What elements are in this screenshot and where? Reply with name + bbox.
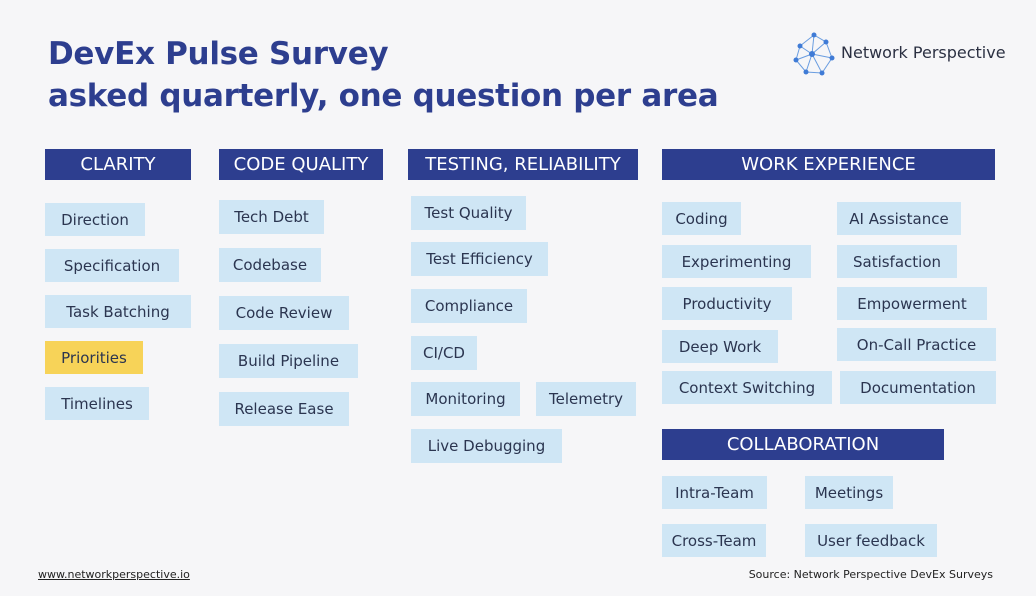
survey-area: Tech Debt	[219, 200, 324, 234]
section-heading: CODE QUALITY	[219, 149, 383, 180]
survey-area: Documentation	[840, 371, 996, 404]
survey-area: Experimenting	[662, 245, 811, 278]
survey-area: Productivity	[662, 287, 792, 320]
survey-area: Release Ease	[219, 392, 349, 426]
survey-area: Context Switching	[662, 371, 832, 404]
brand-logo	[793, 32, 835, 76]
survey-area: Codebase	[219, 248, 321, 282]
survey-area: AI Assistance	[837, 202, 961, 235]
survey-area: Cross-Team	[662, 524, 766, 557]
survey-area: Telemetry	[536, 382, 636, 416]
survey-area: Build Pipeline	[219, 344, 358, 378]
survey-area: Test Quality	[411, 196, 526, 230]
survey-area: Coding	[662, 202, 741, 235]
survey-area: Empowerment	[837, 287, 987, 320]
survey-area: Monitoring	[411, 382, 520, 416]
survey-area: Direction	[45, 203, 145, 236]
survey-area: On-Call Practice	[837, 328, 996, 361]
section-heading: COLLABORATION	[662, 429, 944, 460]
section-heading: CLARITY	[45, 149, 191, 180]
survey-area: Code Review	[219, 296, 349, 330]
survey-area: Task Batching	[45, 295, 191, 328]
survey-area: Priorities	[45, 341, 143, 374]
survey-area: Satisfaction	[837, 245, 957, 278]
survey-area: User feedback	[805, 524, 937, 557]
survey-area: Intra-Team	[662, 476, 767, 509]
survey-area: Timelines	[45, 387, 149, 420]
survey-area: Specification	[45, 249, 179, 282]
title-line: DevEx Pulse Survey	[48, 36, 389, 72]
section-heading: WORK EXPERIENCE	[662, 149, 995, 180]
survey-area: Test Efficiency	[411, 242, 548, 276]
section-heading: TESTING, RELIABILITY	[408, 149, 638, 180]
footer-url: www.networkperspective.io	[38, 568, 190, 581]
survey-area: CI/CD	[411, 336, 477, 370]
survey-area: Deep Work	[662, 330, 778, 363]
title-line: asked quarterly, one question per area	[48, 78, 719, 114]
survey-area: Live Debugging	[411, 429, 562, 463]
survey-area: Compliance	[411, 289, 527, 323]
brand-name: Network Perspective	[841, 43, 1006, 62]
survey-area: Meetings	[805, 476, 893, 509]
footer-source: Source: Network Perspective DevEx Survey…	[748, 568, 993, 581]
